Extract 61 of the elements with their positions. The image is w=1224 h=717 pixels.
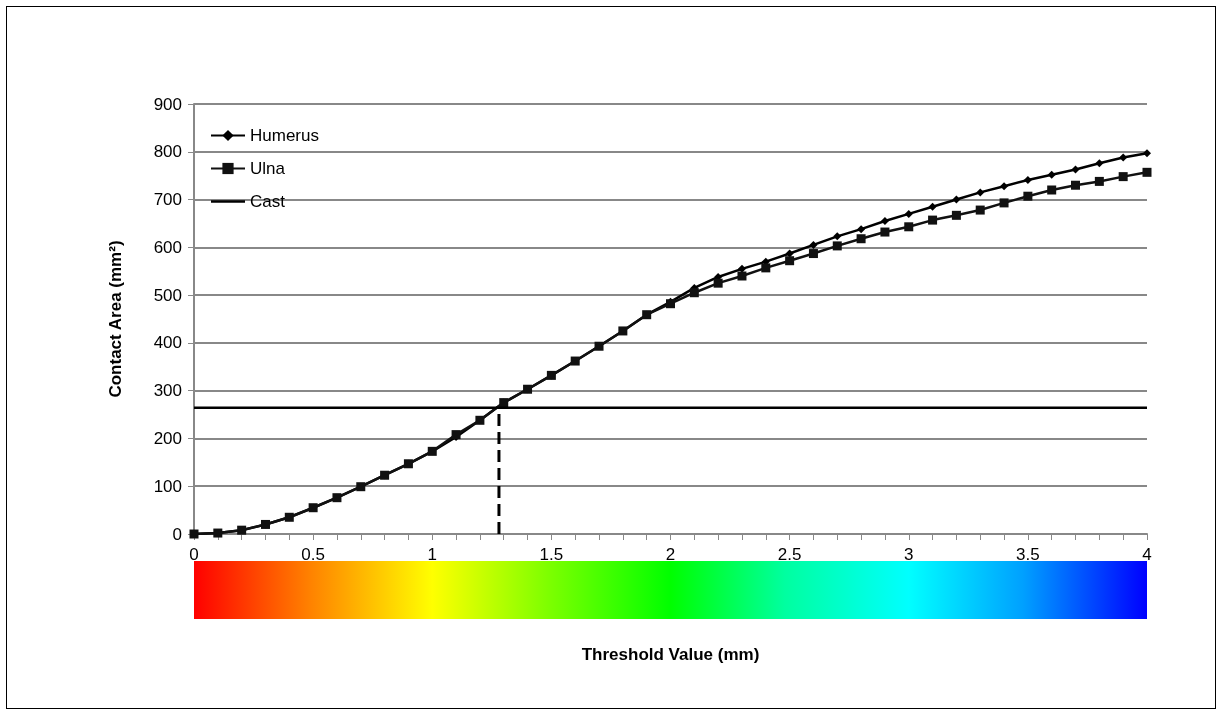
x-tick-label: 3 <box>904 545 914 564</box>
point <box>833 232 842 241</box>
legend-label: Ulna <box>250 159 286 178</box>
point <box>880 217 889 226</box>
x-axis-title: Threshold Value (mm) <box>581 645 760 664</box>
x-tick-label: 0.5 <box>301 545 325 564</box>
legend-label: Cast <box>250 192 286 211</box>
x-tick-label: 0 <box>189 545 199 564</box>
point <box>1071 165 1080 174</box>
point <box>1000 182 1009 191</box>
x-tick-label: 2 <box>665 545 676 564</box>
y-tick-label: 500 <box>153 285 182 305</box>
point <box>689 288 699 298</box>
point <box>737 264 746 273</box>
y-tick-label: 400 <box>153 333 182 353</box>
point <box>1023 191 1033 201</box>
point <box>976 188 985 197</box>
point <box>928 202 937 211</box>
point <box>904 222 914 232</box>
point <box>1071 180 1081 190</box>
point <box>1095 159 1104 168</box>
point <box>857 225 866 234</box>
point <box>809 240 818 249</box>
x-tick-label: 2.5 <box>777 545 802 564</box>
point <box>1023 175 1032 184</box>
point <box>856 234 866 244</box>
point <box>999 198 1009 208</box>
y-tick-label: 900 <box>153 94 182 114</box>
y-tick-label: 200 <box>153 428 182 448</box>
point <box>1143 149 1151 158</box>
point <box>713 278 723 288</box>
y-tick-label: 300 <box>153 381 182 401</box>
point <box>975 205 985 215</box>
point <box>785 249 794 258</box>
x-tick-label: 4 <box>1142 545 1152 564</box>
y-tick-label: 100 <box>153 476 182 496</box>
y-tick-label: 0 <box>172 524 182 544</box>
point <box>951 210 961 220</box>
point <box>832 241 842 251</box>
y-tick-label: 800 <box>153 142 182 162</box>
point <box>952 195 961 204</box>
point <box>761 263 771 273</box>
x-tick-label: 3.5 <box>1016 545 1040 564</box>
point <box>808 249 818 259</box>
point <box>785 256 795 266</box>
point <box>928 215 938 225</box>
point <box>904 209 913 218</box>
point <box>1047 170 1056 179</box>
x-tick-label: 1.5 <box>539 545 564 564</box>
point <box>1047 185 1057 195</box>
y-tick-label: 600 <box>153 237 182 257</box>
point <box>737 271 747 281</box>
point <box>1142 167 1152 177</box>
y-axis-title: Contact Area (mm²) <box>106 240 125 398</box>
point <box>1118 172 1128 182</box>
legend-label: Humerus <box>250 126 319 145</box>
point <box>1094 176 1104 186</box>
point <box>880 227 890 237</box>
x-tick-label: 1 <box>427 545 437 564</box>
point <box>1119 153 1128 162</box>
y-tick-label: 700 <box>153 190 182 210</box>
